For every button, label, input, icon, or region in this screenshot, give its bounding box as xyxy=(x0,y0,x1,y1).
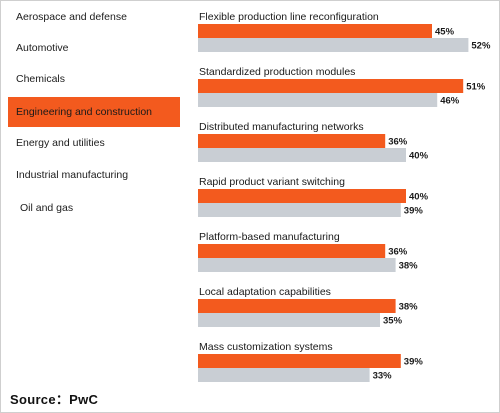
bar-mass-customization-systems-series-2 xyxy=(198,368,370,382)
data-label-platform-based-manufacturing-series-2: 38% xyxy=(399,261,419,272)
category-label-local-adaptation-capabilities: Local adaptation capabilities xyxy=(199,286,331,298)
data-label-rapid-product-variant-switching-series-1: 40% xyxy=(409,192,429,203)
source-note: Source：PwC xyxy=(10,392,99,407)
data-label-local-adaptation-capabilities-series-1: 38% xyxy=(399,302,419,313)
data-label-mass-customization-systems-series-1: 39% xyxy=(404,357,424,368)
data-label-flexible-production-line-reconfiguration-series-2: 52% xyxy=(471,41,491,52)
bar-standardized-production-modules-series-2 xyxy=(198,93,438,107)
category-label-mass-customization-systems: Mass customization systems xyxy=(199,341,333,353)
bar-platform-based-manufacturing-series-2 xyxy=(198,258,396,272)
sidebar-item-energy[interactable]: Energy and utilities xyxy=(16,137,105,149)
data-label-distributed-manufacturing-networks-series-2: 40% xyxy=(409,151,429,162)
bar-local-adaptation-capabilities-series-1 xyxy=(198,299,396,313)
category-label-platform-based-manufacturing: Platform-based manufacturing xyxy=(199,231,340,243)
category-label-rapid-product-variant-switching: Rapid product variant switching xyxy=(199,176,345,188)
bar-distributed-manufacturing-networks-series-2 xyxy=(198,148,406,162)
sidebar-item-industrial[interactable]: Industrial manufacturing xyxy=(16,169,129,181)
sidebar-item-automotive[interactable]: Automotive xyxy=(16,42,69,54)
bar-flexible-production-line-reconfiguration-series-2 xyxy=(198,38,469,52)
bar-standardized-production-modules-series-1 xyxy=(198,79,464,93)
bar-local-adaptation-capabilities-series-2 xyxy=(198,313,380,327)
sidebar-item-aerospace[interactable]: Aerospace and defense xyxy=(16,11,127,23)
data-label-flexible-production-line-reconfiguration-series-1: 45% xyxy=(435,27,455,38)
data-label-platform-based-manufacturing-series-1: 36% xyxy=(388,247,408,258)
data-label-rapid-product-variant-switching-series-2: 39% xyxy=(404,206,424,217)
bar-mass-customization-systems-series-1 xyxy=(198,354,401,368)
data-label-mass-customization-systems-series-2: 33% xyxy=(373,371,393,382)
bar-platform-based-manufacturing-series-1 xyxy=(198,244,386,258)
category-label-flexible-production-line-reconfiguration: Flexible production line reconfiguration xyxy=(199,11,379,23)
bar-rapid-product-variant-switching-series-1 xyxy=(198,189,406,203)
data-label-standardized-production-modules-series-1: 51% xyxy=(466,82,486,93)
sidebar-item-oil-gas[interactable]: Oil and gas xyxy=(20,202,74,214)
category-label-distributed-manufacturing-networks: Distributed manufacturing networks xyxy=(199,121,364,133)
bar-rapid-product-variant-switching-series-2 xyxy=(198,203,401,217)
bar-flexible-production-line-reconfiguration-series-1 xyxy=(198,24,432,38)
bar-distributed-manufacturing-networks-series-1 xyxy=(198,134,386,148)
sidebar-item-chemicals[interactable]: Chemicals xyxy=(16,73,66,85)
data-label-distributed-manufacturing-networks-series-1: 36% xyxy=(388,137,408,148)
data-label-local-adaptation-capabilities-series-2: 35% xyxy=(383,316,403,327)
data-label-standardized-production-modules-series-2: 46% xyxy=(440,96,460,107)
category-label-standardized-production-modules: Standardized production modules xyxy=(199,66,355,78)
sidebar-item-engineering[interactable]: Engineering and construction xyxy=(8,97,180,127)
